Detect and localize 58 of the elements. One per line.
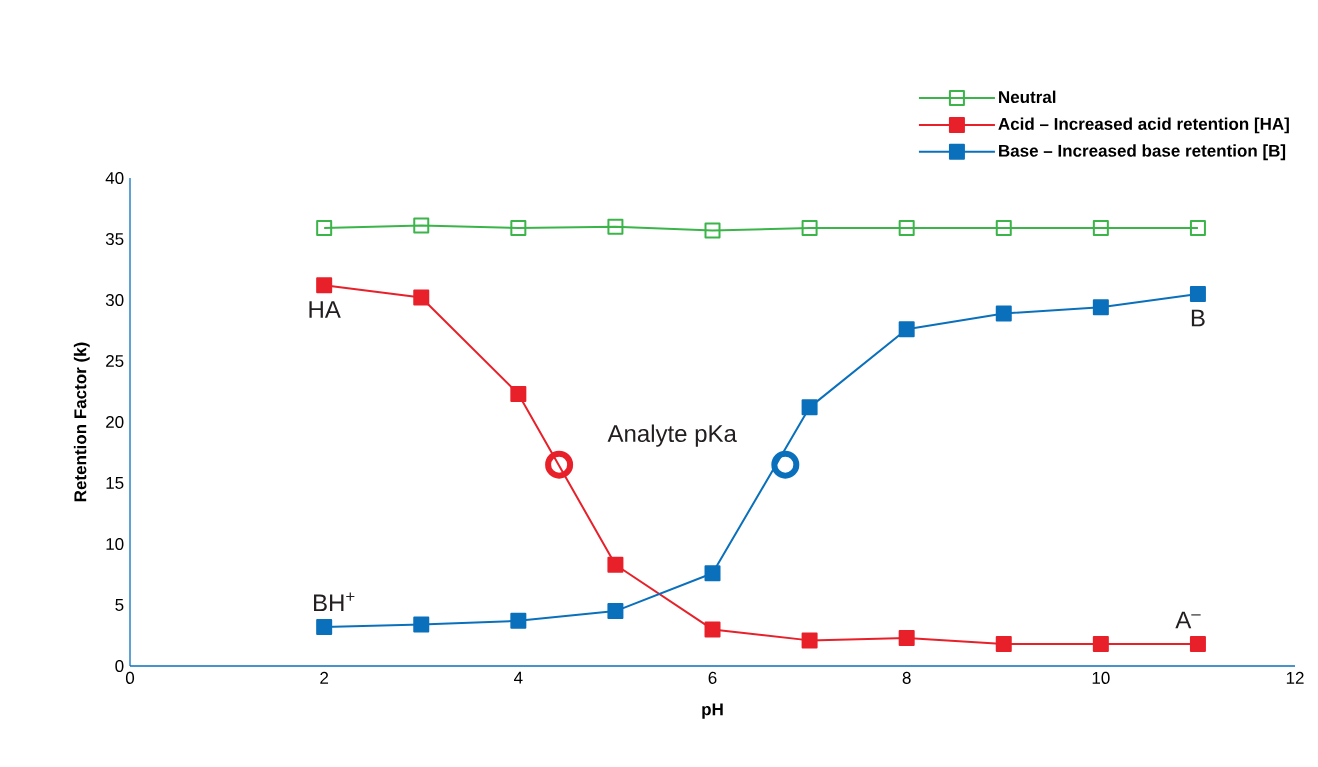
point xyxy=(801,220,818,237)
y-tick-label: 40 xyxy=(105,171,124,185)
annotation: B xyxy=(1191,309,1205,327)
annotation: Analyte pKa xyxy=(607,424,737,447)
point xyxy=(510,385,527,402)
x-tick-label: 12 xyxy=(1286,671,1304,684)
point xyxy=(316,277,333,294)
point xyxy=(607,218,624,235)
legend-label: Base – Increased base retention [B] xyxy=(999,144,1286,161)
y-axis-title: Retention Factor (k) xyxy=(73,342,90,502)
point xyxy=(607,603,624,620)
point xyxy=(316,618,333,635)
x-tick-label: 10 xyxy=(1092,671,1110,684)
point xyxy=(1092,636,1109,653)
x-tick-label: 8 xyxy=(902,671,911,684)
annotation: A$^{–}$ xyxy=(1175,611,1201,629)
point xyxy=(1189,285,1206,302)
y-tick-label: 20 xyxy=(106,415,124,429)
x-tick-label: 6 xyxy=(708,671,717,684)
point xyxy=(510,220,527,237)
point xyxy=(704,621,721,638)
annotation: BH$^{+}$ xyxy=(314,592,355,612)
point xyxy=(545,450,574,479)
annotation: HA xyxy=(309,301,341,318)
point xyxy=(413,616,430,633)
y-tick-label: 0 xyxy=(115,659,124,673)
point xyxy=(704,565,721,582)
point xyxy=(995,305,1012,322)
point xyxy=(898,220,915,237)
point xyxy=(510,612,527,629)
x-tick-label: 2 xyxy=(320,671,329,684)
legend-label: Neutral xyxy=(999,90,1056,104)
point xyxy=(801,399,818,416)
y-tick-label: 30 xyxy=(105,293,124,307)
legend-label: Acid – Increased acid retention [HA] xyxy=(998,117,1289,134)
point xyxy=(1189,636,1206,653)
y-tick-label: 5 xyxy=(115,599,124,611)
point xyxy=(413,289,430,306)
y-tick-label: 35 xyxy=(105,232,124,246)
point xyxy=(898,629,915,646)
point xyxy=(704,222,721,239)
point xyxy=(771,450,800,479)
y-tick-label: 10 xyxy=(106,537,124,551)
point xyxy=(607,556,624,573)
point xyxy=(995,636,1012,653)
point xyxy=(316,220,333,237)
point xyxy=(801,632,818,649)
point xyxy=(413,217,430,234)
x-axis-title: pH xyxy=(702,703,723,719)
point xyxy=(995,220,1012,237)
point xyxy=(898,321,915,338)
y-tick-label: 25 xyxy=(106,354,124,368)
point xyxy=(1092,299,1109,316)
y-tick-label: 15 xyxy=(106,477,124,489)
x-tick-label: 4 xyxy=(514,671,523,684)
point xyxy=(1092,220,1109,237)
point xyxy=(1189,220,1206,237)
x-tick-label: 0 xyxy=(125,671,135,684)
